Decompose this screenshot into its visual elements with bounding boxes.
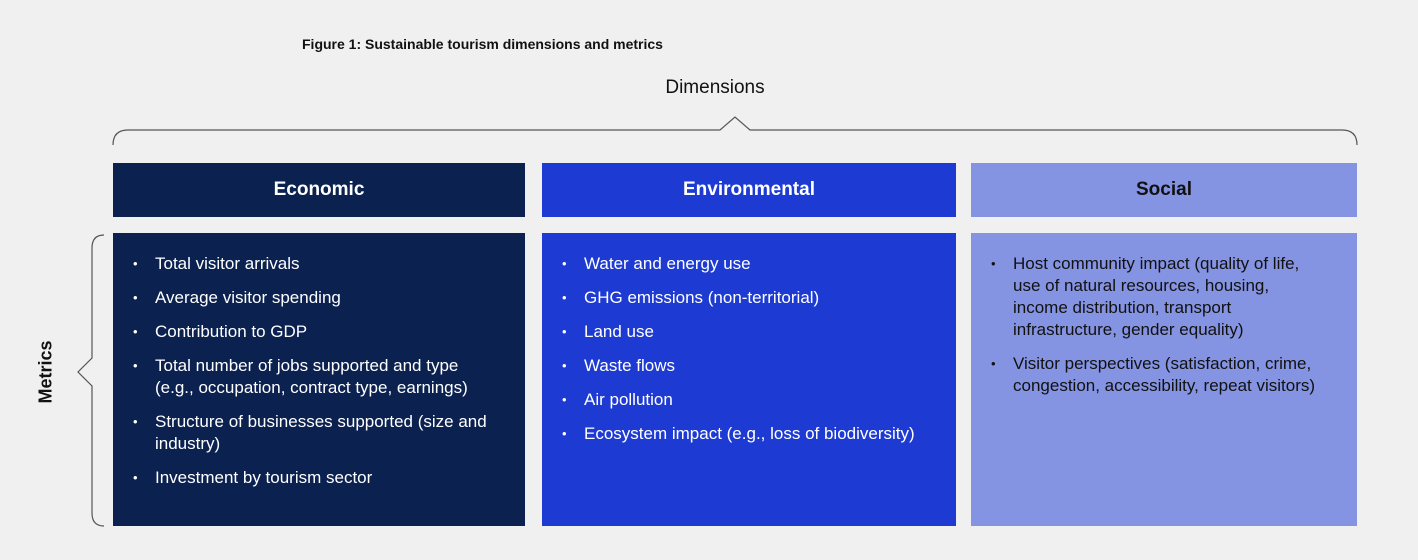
metric-item: Water and energy use [562,253,926,275]
column-header: Social [971,163,1357,217]
metric-list: Water and energy use GHG emissions (non-t… [562,253,926,445]
metric-item: Total visitor arrivals [133,253,495,275]
metric-item: Contribution to GDP [133,321,495,343]
figure-title: Figure 1: Sustainable tourism dimensions… [302,36,663,52]
metric-item: Ecosystem impact (e.g., loss of biodiver… [562,423,926,445]
metric-item: GHG emissions (non-territorial) [562,287,926,309]
metric-item: Structure of businesses supported (size … [133,411,495,455]
dimensions-label: Dimensions [665,77,765,98]
metric-list: Total visitor arrivals Average visitor sp… [133,253,495,489]
metric-item: Total number of jobs supported and type … [133,355,495,399]
metric-item: Average visitor spending [133,287,495,309]
metrics-brace [77,234,105,527]
metric-list: Host community impact (quality of life, … [991,253,1327,397]
column-header: Economic [113,163,525,217]
metric-item: Air pollution [562,389,926,411]
column-body: Total visitor arrivals Average visitor sp… [113,233,525,526]
dimensions-brace [112,116,1358,146]
metric-item: Waste flows [562,355,926,377]
column-body: Host community impact (quality of life, … [971,233,1357,526]
metric-item: Visitor perspectives (satisfaction, crim… [991,353,1327,397]
column-header: Environmental [542,163,956,217]
column-body: Water and energy use GHG emissions (non-t… [542,233,956,526]
metric-item: Investment by tourism sector [133,467,495,489]
metric-item: Host community impact (quality of life, … [991,253,1327,341]
metric-item: Land use [562,321,926,343]
